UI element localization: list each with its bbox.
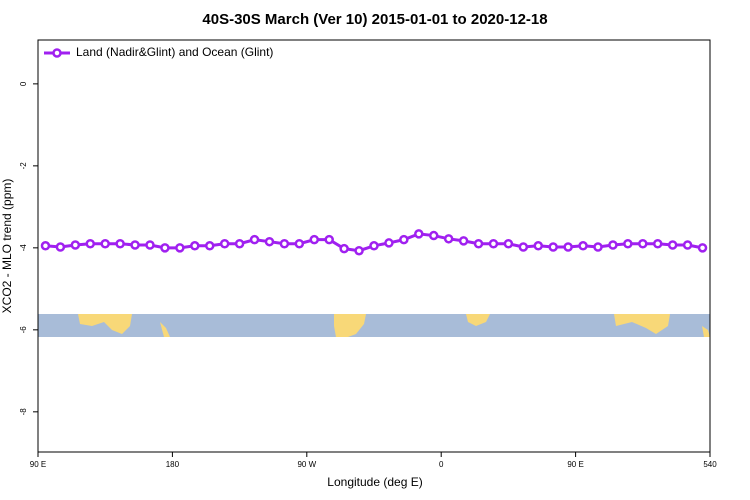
point [40,241,51,251]
x-tick-label: 0 [439,460,444,469]
x-tick-label: 90 W [297,460,316,469]
point [458,236,469,246]
point [518,242,529,252]
point [115,238,125,249]
point [443,234,454,244]
point [697,243,708,253]
x-tick-label: 180 [166,460,180,469]
point [608,240,618,250]
y-tick-label: -6 [19,326,28,334]
y-tick-label: 0 [19,81,28,86]
point [100,238,110,249]
legend-marker [52,48,62,58]
point [219,238,230,249]
point [384,238,394,248]
point [190,241,200,251]
point [204,241,215,251]
point [234,238,245,249]
point [503,238,514,249]
point [638,238,648,249]
point [488,238,499,249]
chart-title: 40S-30S March (Ver 10) 2015-01-01 to 202… [202,11,547,28]
point [652,238,663,249]
point [593,242,603,252]
y-tick-label: -2 [19,162,28,170]
y-tick-label: -4 [19,244,28,252]
point [548,242,558,252]
x-axis-label: Longitude (deg E) [327,475,422,489]
point [623,238,633,249]
map-strip [38,314,710,337]
point [324,234,334,245]
point [369,241,379,251]
y-tick-label: -8 [19,408,28,416]
point [578,241,588,251]
point [160,243,170,253]
point [428,230,439,241]
y-axis-label: XCO2 - MLO trend (ppm) [0,179,14,314]
point [339,243,349,254]
point [279,238,290,249]
point [175,243,185,253]
x-tick-label: 90 E [30,460,46,469]
point [473,238,484,249]
point [145,240,155,250]
point [533,241,544,251]
point [309,234,320,245]
point [414,229,424,239]
legend-label: Land (Nadir&Glint) and Ocean (Glint) [76,45,273,59]
point [294,238,305,249]
x-tick-label: 540 [703,460,717,469]
point [249,234,260,245]
point [563,242,573,252]
point [264,236,275,247]
point [354,245,364,256]
point [667,240,678,250]
point [85,238,96,249]
point [682,240,693,250]
point [130,240,140,250]
plot-frame [37,39,711,453]
x-tick-label: 90 E [567,460,583,469]
point [399,234,409,245]
point [70,240,81,250]
point [55,242,66,252]
